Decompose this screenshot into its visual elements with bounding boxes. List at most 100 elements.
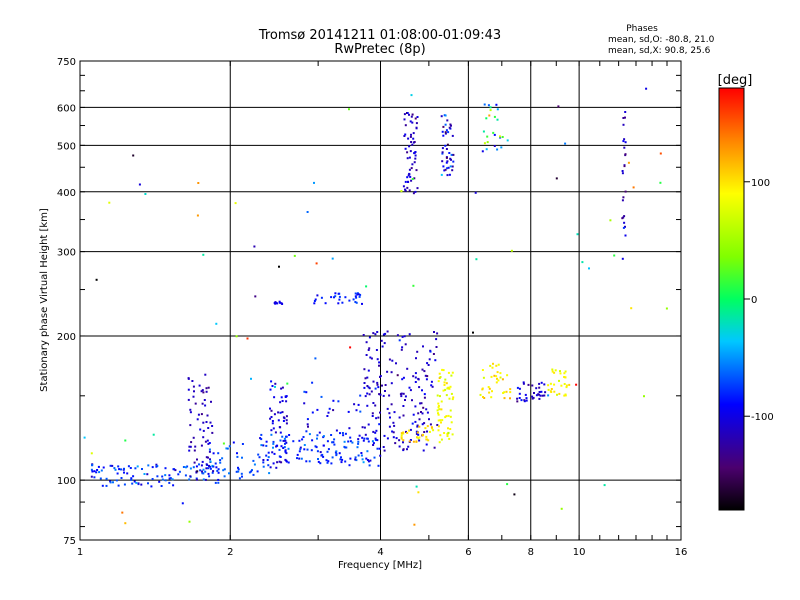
data-point [262, 465, 265, 468]
data-point [379, 376, 381, 378]
data-point [406, 151, 409, 154]
data-point [367, 423, 370, 426]
data-point [603, 484, 606, 487]
data-point [505, 390, 508, 393]
data-point [372, 442, 375, 445]
data-point [105, 484, 108, 487]
data-point [443, 384, 446, 386]
data-point [450, 421, 453, 424]
data-point [376, 331, 379, 333]
data-point [621, 170, 624, 172]
data-point [325, 459, 328, 462]
data-point [187, 388, 190, 391]
data-point [358, 295, 361, 298]
data-point [400, 436, 403, 439]
data-point [270, 380, 273, 383]
data-point [347, 410, 350, 413]
data-point [362, 461, 365, 464]
data-point [209, 421, 212, 424]
data-point [402, 185, 405, 188]
data-point [354, 301, 357, 303]
data-point [310, 449, 313, 452]
data-point [408, 156, 411, 159]
data-point [314, 357, 317, 360]
data-point [306, 423, 309, 426]
data-point [400, 190, 403, 193]
data-point [156, 475, 159, 478]
data-point [613, 254, 616, 257]
data-point [518, 392, 521, 395]
data-point [335, 450, 338, 453]
data-point [316, 434, 319, 437]
data-point [287, 447, 290, 450]
data-point [371, 412, 374, 415]
data-point [533, 392, 535, 394]
data-point [361, 426, 364, 429]
data-point [444, 378, 447, 381]
data-point [265, 454, 268, 457]
data-point [361, 302, 363, 305]
data-point [281, 435, 284, 438]
data-point [485, 117, 488, 120]
data-point [419, 402, 422, 405]
data-point [382, 333, 385, 336]
data-point [333, 443, 336, 446]
data-point [326, 461, 329, 464]
data-point [430, 426, 433, 429]
data-point [420, 402, 423, 405]
data-point [207, 472, 210, 475]
data-point [232, 441, 235, 444]
x-tick-label: 8 [528, 547, 534, 558]
data-point [445, 415, 448, 418]
data-point [277, 419, 280, 422]
data-point [400, 395, 403, 398]
data-point [280, 461, 283, 464]
data-point [171, 478, 174, 481]
data-point [575, 383, 578, 386]
data-point [401, 335, 404, 338]
data-point [410, 179, 413, 182]
data-point [410, 133, 412, 136]
data-point [268, 472, 271, 475]
data-point [306, 418, 309, 421]
data-point [306, 211, 309, 213]
data-point [403, 135, 406, 137]
data-point [381, 384, 383, 387]
y-tick-label: 100 [57, 476, 76, 487]
data-point [362, 439, 365, 442]
data-point [391, 430, 394, 433]
data-point [135, 481, 138, 484]
data-point [256, 470, 259, 473]
data-point [369, 459, 372, 462]
data-point [543, 394, 546, 397]
colorbar-label: [deg] [718, 73, 753, 88]
data-points [83, 87, 668, 526]
data-point [259, 437, 262, 440]
data-point [138, 183, 141, 186]
data-point [487, 104, 490, 107]
data-point [448, 437, 451, 440]
data-point [444, 131, 447, 134]
data-point [160, 485, 163, 487]
data-point [205, 456, 208, 459]
data-point [367, 440, 370, 443]
data-point [621, 172, 624, 175]
data-point [422, 406, 425, 409]
data-point [344, 460, 347, 463]
data-point [506, 139, 509, 142]
data-point [262, 461, 265, 464]
data-point [102, 466, 105, 469]
data-point [415, 122, 418, 125]
data-point [330, 296, 333, 299]
data-point [432, 429, 435, 432]
data-point [204, 404, 207, 407]
data-point [489, 106, 492, 109]
data-point [444, 168, 447, 171]
data-point [317, 458, 319, 460]
data-point [202, 472, 205, 475]
data-point [373, 456, 376, 459]
data-point [278, 301, 281, 304]
data-point [192, 466, 195, 469]
data-point [344, 432, 347, 435]
data-point [623, 146, 626, 149]
